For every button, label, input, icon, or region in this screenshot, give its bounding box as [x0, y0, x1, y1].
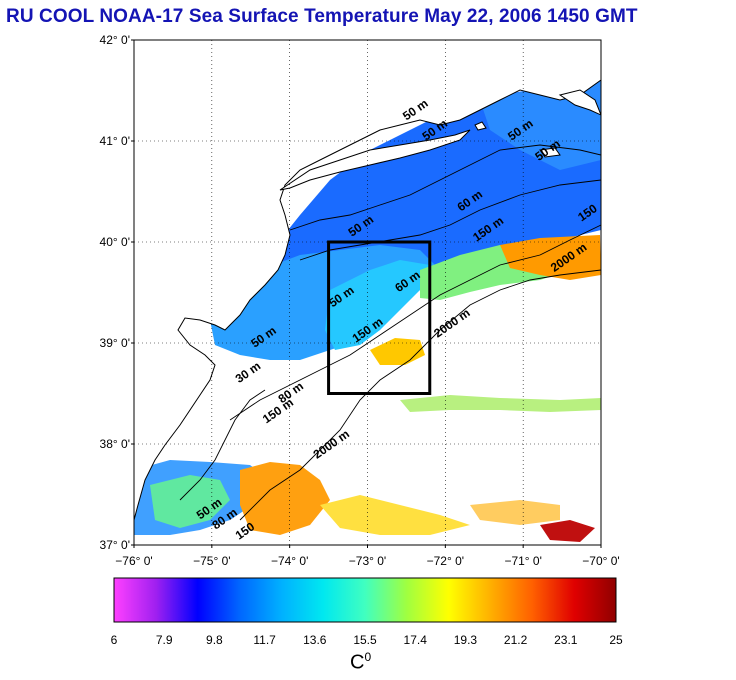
lon-tick-label: −71° 0' [504, 554, 541, 568]
lat-tick-label: 37° 0' [100, 538, 130, 552]
sst-patch-south-yellow [320, 495, 470, 535]
contour-label: 150 m [260, 395, 296, 426]
contour-inner-south [179, 389, 266, 501]
contour-label: 2000 m [431, 306, 472, 341]
contour-2000m [239, 269, 601, 521]
study-area-box [327, 240, 432, 395]
colorbar-tick-label: 13.6 [303, 633, 327, 647]
colorbar-tick-label: 25 [609, 633, 623, 647]
lon-tick-label: −75° 0' [193, 554, 230, 568]
colorbar-tick-label: 19.3 [454, 633, 478, 647]
lat-tick-label: 41° 0' [100, 134, 130, 148]
colorbar-tick-labels: 6 7.9 9.8 11.7 13.6 15.5 17.4 19.3 21.2 23.1 25 [111, 633, 623, 647]
sst-patch-cyan-shelfbreak [325, 260, 430, 350]
unit-superscript: 0 [364, 650, 372, 664]
contour-150m [229, 224, 601, 421]
longitude-labels: −76° 0' −75° 0' −74° 0' −73° 0' −72° 0' −71° … [115, 545, 620, 568]
colorbar-unit-label: C0 [350, 650, 371, 675]
land-cape-cod [558, 89, 601, 116]
colorbar-tick-label: 15.5 [353, 633, 377, 647]
sst-patch-gulfstream-ring [500, 235, 601, 280]
sst-patch-east-warm [470, 500, 560, 525]
contour-50m [289, 144, 601, 231]
lat-tick-label: 38° 0' [100, 437, 130, 451]
sst-patch-southeast-red [540, 520, 595, 542]
contour-label: 2000 m [311, 427, 352, 462]
sst-patch-south-green [150, 475, 230, 528]
land-long-island [279, 129, 471, 191]
land-mainland [134, 40, 601, 521]
lon-tick-label: −74° 0' [271, 554, 308, 568]
colorbar-tick-label: 11.7 [253, 633, 276, 647]
lon-tick-label: −76° 0' [115, 554, 152, 568]
sst-patch-south-warm [240, 462, 330, 535]
land-block-island [474, 121, 487, 131]
sst-patch-warm-core [370, 338, 425, 365]
land-layer [134, 40, 601, 521]
land-nantucket [539, 147, 561, 158]
contour-label: 30 m [233, 359, 263, 386]
colorbar-tick-label: 17.4 [404, 633, 428, 647]
lat-tick-label: 39° 0' [100, 336, 130, 350]
lat-tick-label: 42° 0' [100, 33, 130, 47]
colorbar [113, 577, 617, 623]
sst-patch-east-band [400, 395, 601, 412]
latitude-labels: 42° 0' 41° 0' 40° 0' 39° 0' 38° 0' 37° 0' [100, 33, 134, 552]
colorbar-tick-label: 9.8 [206, 633, 223, 647]
contour-80m [299, 179, 601, 261]
colorbar-tick-label: 23.1 [554, 633, 578, 647]
lat-tick-label: 40° 0' [100, 235, 130, 249]
unit-text: C [350, 651, 365, 674]
contour-lines [179, 144, 601, 521]
map-title: RU COOL NOAA-17 Sea Surface Temperature … [6, 6, 638, 27]
colorbar-tick-label: 6 [111, 633, 118, 647]
colorbar-tick-label: 21.2 [504, 633, 528, 647]
lon-tick-label: −73° 0' [349, 554, 386, 568]
colorbar-tick-label: 7.9 [156, 633, 173, 647]
lon-tick-label: −72° 0' [427, 554, 464, 568]
lon-tick-label: −70° 0' [582, 554, 619, 568]
